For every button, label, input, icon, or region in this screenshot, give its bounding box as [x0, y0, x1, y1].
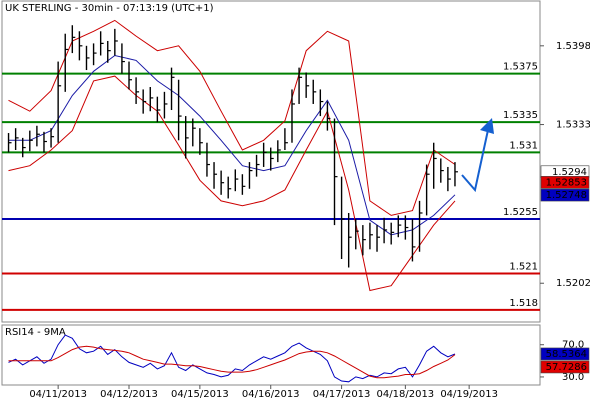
price-tag — [540, 188, 590, 202]
rsi-tick-label: 30.0 — [562, 372, 584, 383]
main-panel — [1, 0, 541, 323]
level-label: 1.521 — [509, 262, 538, 273]
marks: 1.5202 1.5333 1.5398 04/11/2013 04/12/2013 04… — [2, 19, 590, 400]
level-label: 1.5255 — [503, 207, 538, 218]
x-tick-label: 04/15/2013 — [171, 389, 229, 400]
upper-band — [8, 19, 456, 216]
rsi-tag — [540, 360, 590, 374]
chart-title: UK STERLING - 30min - 07:13:19 (UTC+1) — [5, 3, 214, 14]
projection-arrow-head — [480, 118, 494, 134]
lower-band — [8, 75, 456, 292]
y-tick-label: 1.5202 — [556, 278, 590, 289]
price-tag-label: 1.52748 — [546, 190, 587, 201]
level-label: 1.518 — [509, 298, 538, 309]
price-tag-label: 1.52853 — [546, 177, 587, 188]
x-tick-label: 04/18/2013 — [377, 389, 435, 400]
level-label: 1.531 — [509, 140, 538, 151]
rsi-panel — [1, 324, 541, 386]
moving-average — [8, 54, 456, 236]
rsi-title: RSI14 - 9MA — [5, 327, 66, 338]
x-tick-label: 04/19/2013 — [440, 389, 498, 400]
rsi-line — [8, 334, 456, 383]
y-tick-label: 1.5398 — [556, 41, 590, 52]
y-tick-label: 1.5333 — [556, 120, 590, 131]
rsi-tag — [540, 347, 590, 361]
x-tick-label: 04/12/2013 — [100, 389, 158, 400]
x-tick-label: 04/16/2013 — [242, 389, 300, 400]
level-label: 1.5375 — [503, 62, 538, 73]
price-tag — [540, 176, 590, 189]
projection-arrow — [461, 129, 489, 193]
rsi-tag-label: 57.7286 — [546, 362, 587, 373]
x-tick-label: 04/11/2013 — [29, 389, 87, 400]
price-tag-label: 1.5294 — [552, 167, 587, 178]
rsi-tag-label: 58.5364 — [546, 349, 587, 360]
rsi-tick-label: 70.0 — [562, 340, 584, 351]
x-tick-label: 04/17/2013 — [313, 389, 371, 400]
rsi-line — [8, 345, 456, 379]
level-label: 1.5335 — [503, 110, 538, 121]
